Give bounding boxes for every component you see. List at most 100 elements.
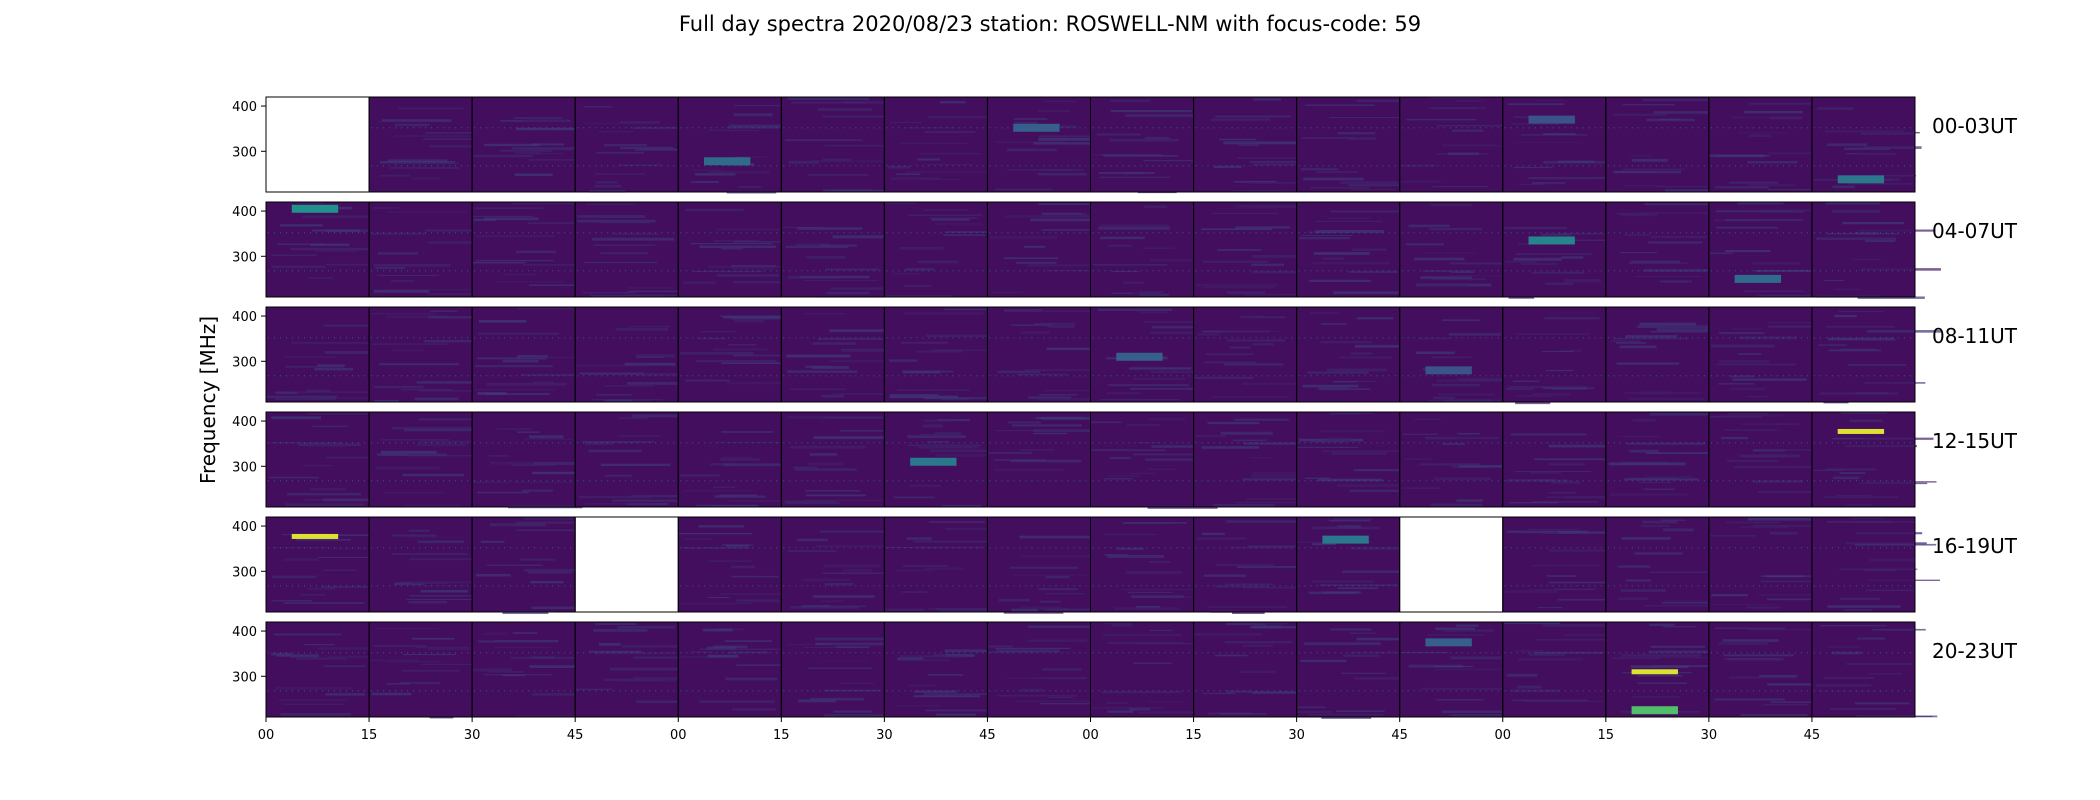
- noise-streak: [325, 263, 382, 266]
- noise-streak: [308, 587, 336, 591]
- noise-streak: [369, 659, 419, 662]
- noise-streak: [486, 564, 543, 566]
- noise-streak: [900, 341, 949, 344]
- noise-streak: [1648, 650, 1709, 654]
- noise-streak: [575, 688, 613, 691]
- panel-background: [678, 517, 782, 612]
- noise-streak: [721, 248, 744, 250]
- noise-streak: [1350, 651, 1430, 654]
- noise-streak: [1404, 458, 1433, 460]
- noise-streak: [1834, 314, 1857, 318]
- panel-background: [781, 307, 885, 402]
- noise-streak: [1826, 143, 1868, 147]
- noise-streak: [1235, 226, 1291, 229]
- noise-streak: [709, 171, 770, 174]
- noise-streak: [697, 338, 727, 340]
- noise-streak: [531, 143, 565, 146]
- noise-streak: [516, 715, 578, 718]
- noise-streak: [785, 245, 849, 249]
- noise-streak: [1560, 349, 1582, 352]
- noise-streak: [633, 677, 678, 680]
- noise-streak: [1616, 362, 1680, 365]
- noise-streak: [804, 646, 860, 649]
- noise-streak: [1859, 268, 1941, 271]
- noise-streak: [821, 660, 867, 662]
- noise-streak: [1207, 421, 1260, 425]
- noise-streak: [1033, 142, 1096, 145]
- noise-streak: [796, 243, 831, 247]
- noise-streak: [1505, 387, 1534, 390]
- noise-streak: [519, 558, 556, 561]
- noise-streak: [1320, 430, 1386, 433]
- noise-streak: [476, 574, 511, 577]
- noise-streak: [1826, 325, 1896, 328]
- panel-background: [781, 97, 885, 192]
- noise-streak: [1219, 138, 1257, 141]
- noise-streak: [1825, 202, 1880, 205]
- noise-streak: [897, 389, 970, 391]
- noise-streak: [1739, 336, 1797, 340]
- noise-streak: [575, 364, 651, 367]
- noise-streak: [1092, 706, 1165, 709]
- noise-streak: [1413, 257, 1465, 261]
- noise-streak: [1151, 325, 1225, 329]
- noise-streak: [1112, 292, 1161, 295]
- noise-streak: [514, 173, 553, 177]
- noise-streak: [1090, 421, 1122, 424]
- x-tick-label: 15: [361, 728, 378, 743]
- noise-streak: [412, 177, 440, 180]
- noise-streak: [904, 285, 932, 287]
- noise-streak: [1400, 180, 1441, 183]
- noise-streak: [1252, 98, 1282, 101]
- spectrum-panel: [781, 412, 900, 507]
- noise-streak: [842, 101, 913, 104]
- noise-streak: [1427, 634, 1486, 636]
- noise-streak: [945, 231, 1020, 233]
- noise-streak: [996, 429, 1042, 432]
- noise-streak: [1356, 99, 1422, 103]
- noise-streak: [1865, 589, 1914, 592]
- noise-streak: [316, 397, 372, 399]
- noise-streak: [1150, 370, 1206, 374]
- row-label: 20-23UT: [1932, 639, 2018, 663]
- noise-streak: [272, 547, 328, 549]
- noise-streak: [1401, 487, 1441, 489]
- spectrum-panel: [1605, 517, 1724, 612]
- spectrum-panel: [266, 202, 405, 297]
- spectrum-panel: [1502, 202, 1623, 299]
- noise-streak: [430, 310, 458, 312]
- noise-streak: [1236, 565, 1312, 568]
- noise-streak: [798, 699, 837, 703]
- noise-streak: [1123, 522, 1187, 524]
- noise-streak: [404, 428, 486, 432]
- spectrum-panel: [1708, 517, 1831, 612]
- noise-streak: [712, 486, 736, 489]
- noise-streak: [993, 459, 1047, 461]
- noise-streak: [375, 466, 440, 470]
- noise-streak: [1249, 626, 1302, 629]
- noise-streak: [298, 202, 325, 205]
- spectra-row: 300 400 20-23UT: [232, 621, 2018, 719]
- x-tick-label: 00: [670, 728, 687, 743]
- noise-streak: [805, 489, 860, 492]
- noise-streak: [700, 330, 736, 333]
- noise-streak: [1847, 364, 1907, 366]
- noise-streak: [321, 586, 401, 588]
- noise-streak: [1619, 345, 1657, 349]
- noise-streak: [1631, 158, 1668, 162]
- noise-streak: [1144, 136, 1170, 140]
- noise-streak: [904, 268, 934, 271]
- noise-streak: [1038, 137, 1094, 141]
- noise-streak: [473, 154, 534, 158]
- noise-streak: [733, 241, 800, 243]
- noise-streak: [934, 223, 983, 225]
- noise-streak: [1829, 708, 1896, 710]
- noise-streak: [577, 219, 656, 223]
- noise-streak: [1229, 346, 1251, 349]
- emission-feature: [1837, 428, 1885, 434]
- noise-streak: [1641, 524, 1671, 528]
- panel-background: [369, 202, 473, 297]
- noise-streak: [1868, 175, 1917, 177]
- spectra-row: 300 400 04-07UT: [232, 201, 2018, 299]
- noise-streak: [604, 474, 632, 477]
